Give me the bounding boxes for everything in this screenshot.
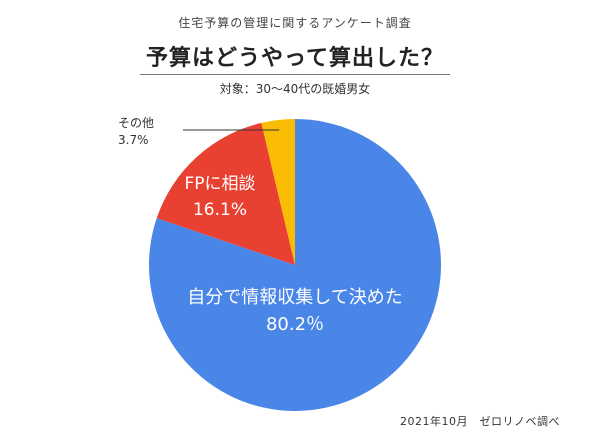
chart-subtitle: 対象：30〜40代の既婚男女 xyxy=(219,82,371,96)
chart-title: 予算はどうやって算出した？ xyxy=(146,46,444,71)
label-self-research-name: 自分で情報収集して決めた xyxy=(187,287,402,308)
label-fp-consult-value: 16.1% xyxy=(193,200,247,220)
pie-slices xyxy=(148,119,441,412)
slice-fp-consult xyxy=(156,122,295,266)
title-divider xyxy=(140,74,450,75)
slice-self-research xyxy=(148,119,441,412)
label-self-research-value: 80.2％ xyxy=(266,314,324,335)
label-fp-consult-name: FPに相談 xyxy=(184,174,255,194)
slice-other xyxy=(261,119,295,265)
survey-label: 住宅予算の管理に関するアンケート調査 xyxy=(178,16,412,30)
label-other-name: その他 xyxy=(118,116,154,130)
label-other-value: 3.7% xyxy=(118,133,149,147)
source-note: 2021年10月 ゼロリノベ調べ xyxy=(400,415,560,428)
pie-labels: 自分で情報収集して決めた 80.2％ FPに相談 16.1% その他 3.7% xyxy=(118,116,403,335)
